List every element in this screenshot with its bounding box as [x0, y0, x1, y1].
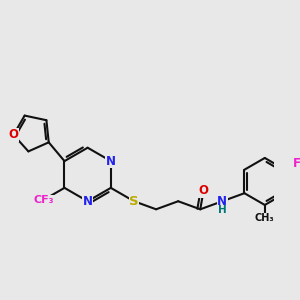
Text: F: F: [292, 157, 300, 170]
Text: CH₃: CH₃: [255, 213, 274, 223]
Text: S: S: [129, 195, 139, 208]
Text: H: H: [218, 206, 227, 215]
Text: N: N: [82, 195, 93, 208]
Text: CF₃: CF₃: [33, 195, 53, 205]
Text: N: N: [106, 154, 116, 168]
Text: N: N: [217, 195, 227, 208]
Text: O: O: [8, 128, 19, 141]
Text: O: O: [199, 184, 208, 197]
